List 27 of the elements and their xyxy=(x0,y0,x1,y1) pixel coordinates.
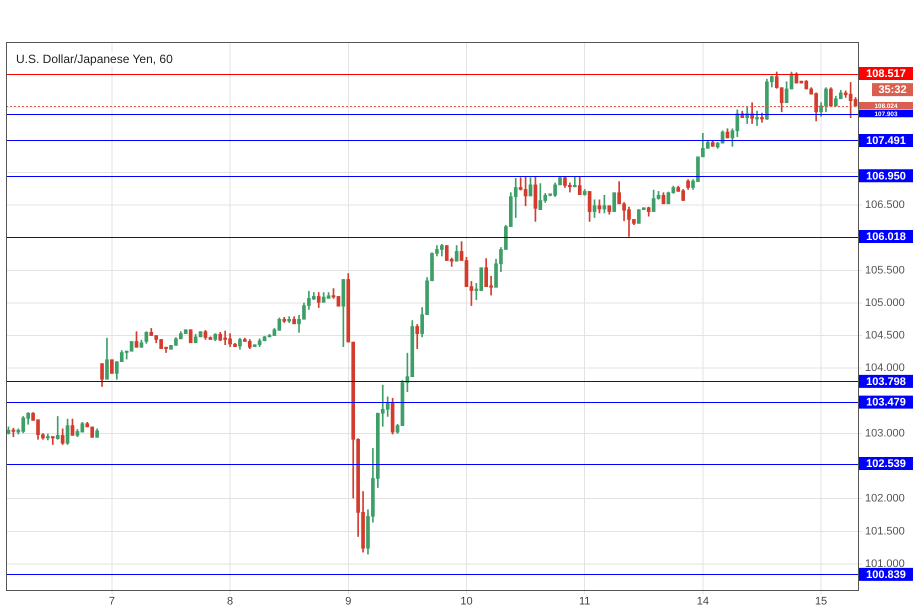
x-tick-label: 14 xyxy=(696,596,709,608)
y-tick-label: 105.000 xyxy=(865,296,905,309)
ref-line-label: 106.950 xyxy=(866,170,906,182)
ref-line-label: 106.018 xyxy=(866,231,906,244)
y-tick-label: 104.000 xyxy=(865,362,905,374)
y-tick-label: 103.000 xyxy=(865,427,905,440)
y-tick-label: 105.500 xyxy=(865,264,905,276)
ref-line-label: 103.479 xyxy=(866,396,906,409)
y-tick-label: 101.500 xyxy=(865,525,905,538)
ref-line-label: 103.798 xyxy=(866,376,906,388)
ref-line-label: 102.539 xyxy=(866,458,906,470)
y-tick-label: 101.000 xyxy=(865,558,905,570)
x-tick-label: 10 xyxy=(460,596,473,608)
x-tick-label: 7 xyxy=(108,596,115,608)
ref-line-label: 108.517 xyxy=(866,68,906,80)
x-tick-label: 9 xyxy=(345,596,352,608)
y-tick-label: 102.000 xyxy=(865,492,905,505)
x-tick-label: 11 xyxy=(578,596,590,608)
text: 35:32 xyxy=(878,84,907,96)
ref-line-label: 107.491 xyxy=(866,134,906,147)
y-tick-label: 106.500 xyxy=(865,199,905,212)
ref-line-label: 100.839 xyxy=(866,568,906,581)
x-tick-label: 15 xyxy=(814,596,828,608)
x-tick-label: 8 xyxy=(227,596,234,608)
text: U.S. Dollar/Japanese Yen, 60 xyxy=(14,52,175,66)
candlestick xyxy=(755,110,759,126)
y-tick-label: 104.500 xyxy=(865,330,905,342)
